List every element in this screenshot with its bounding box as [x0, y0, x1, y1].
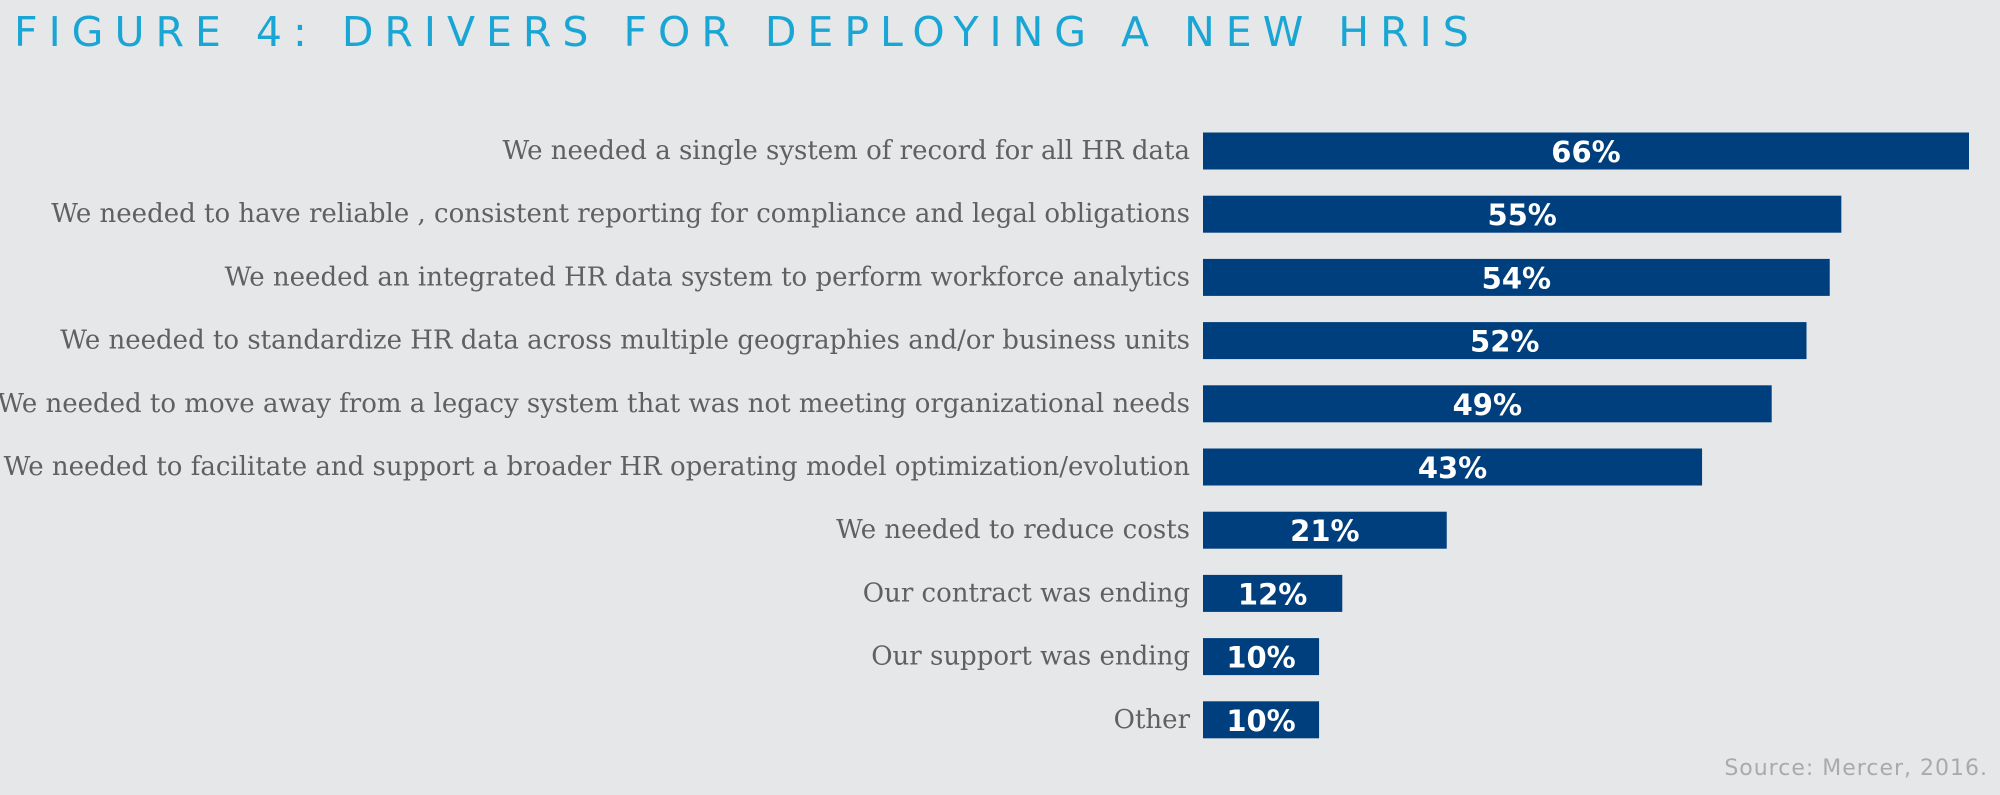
bar: [1203, 322, 1807, 360]
value-label: 10%: [1226, 704, 1295, 738]
bars-group: We needed a single system of record for …: [0, 132, 1969, 739]
bar: [1203, 574, 1343, 612]
category-label: Our contract was ending: [863, 578, 1190, 608]
value-label: 54%: [1482, 261, 1551, 295]
value-label: 43%: [1418, 451, 1487, 485]
category-label: We needed to have reliable , consistent …: [51, 199, 1190, 229]
category-label: We needed to facilitate and support a br…: [4, 452, 1191, 482]
bar: [1203, 258, 1830, 296]
bar: [1203, 638, 1320, 676]
category-label: Other: [1114, 705, 1191, 735]
bar: [1203, 511, 1447, 549]
category-label: We needed to move away from a legacy sys…: [0, 389, 1190, 419]
value-label: 10%: [1226, 641, 1295, 675]
category-label: We needed to standardize HR data across …: [60, 326, 1190, 356]
value-label: 21%: [1290, 514, 1359, 548]
category-label: Our support was ending: [871, 642, 1190, 672]
value-label: 49%: [1453, 388, 1522, 422]
category-label: We needed to reduce costs: [836, 515, 1190, 545]
value-label: 52%: [1470, 325, 1539, 359]
bar: [1203, 448, 1703, 486]
bar: [1203, 132, 1969, 170]
category-label: We needed a single system of record for …: [502, 136, 1190, 166]
bar: [1203, 701, 1320, 739]
source-note: Source: Mercer, 2016.: [1724, 756, 1988, 781]
bar: [1203, 195, 1842, 233]
value-label: 12%: [1238, 577, 1307, 611]
value-label: 55%: [1487, 198, 1556, 232]
chart-title: FIGURE 4: DRIVERS FOR DEPLOYING A NEW HR…: [14, 8, 1480, 56]
value-label: 66%: [1551, 135, 1620, 169]
category-label: We needed an integrated HR data system t…: [225, 262, 1190, 292]
bar: [1203, 385, 1772, 423]
